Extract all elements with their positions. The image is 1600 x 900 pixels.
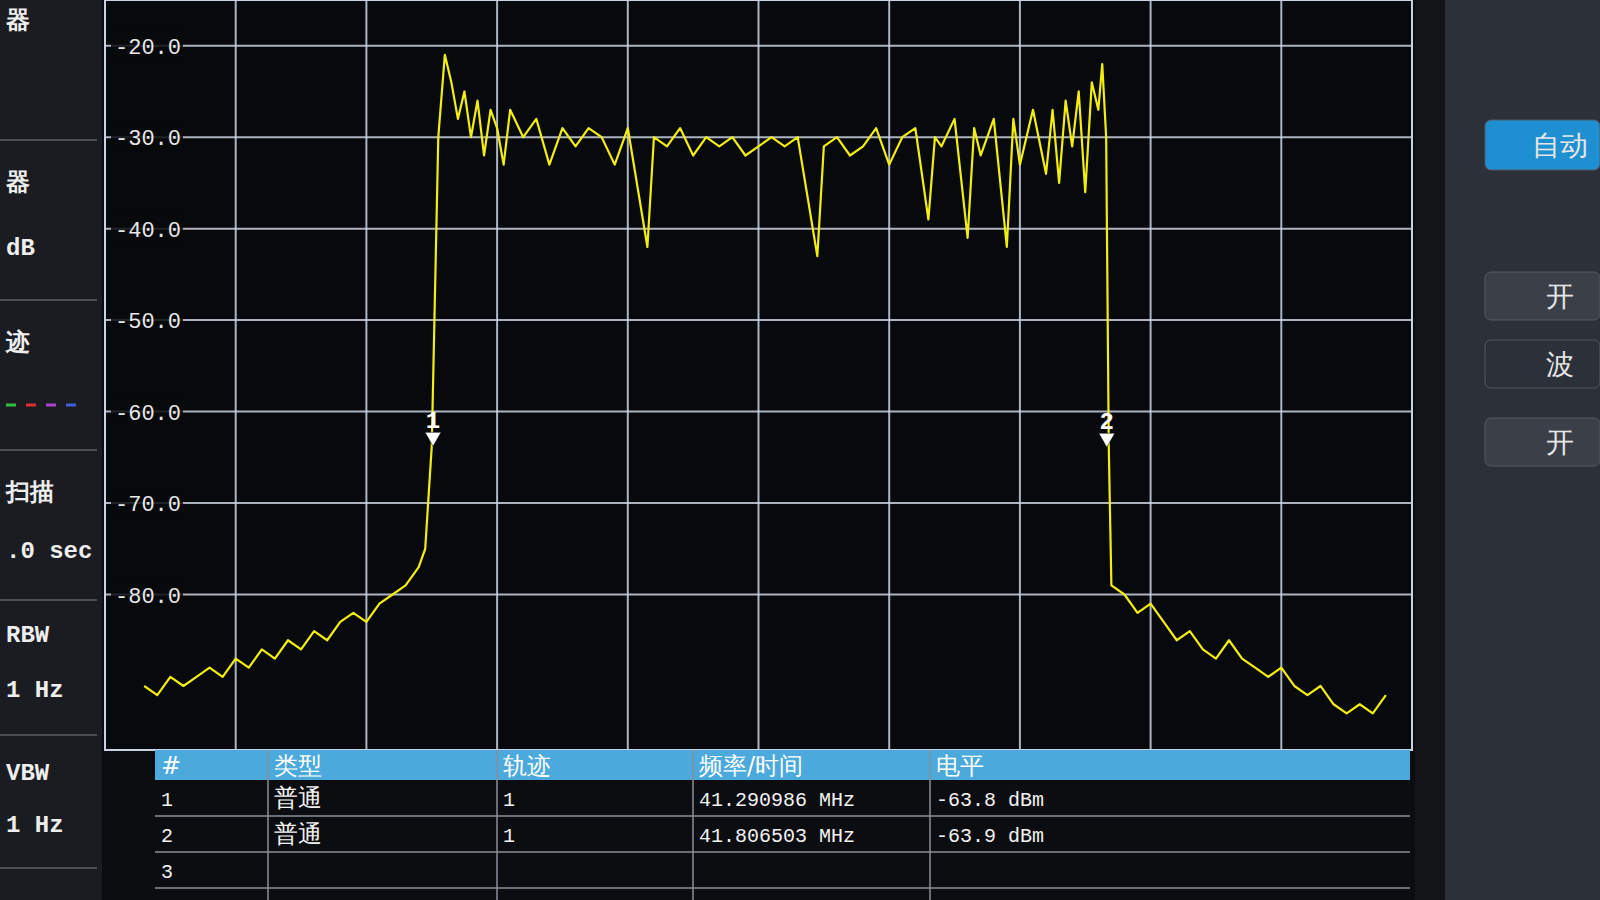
data [144, 55, 1386, 714]
y-tick-label: -80.0 [115, 585, 181, 610]
table-cell: 1 [503, 825, 515, 848]
right-panel-bg [1445, 0, 1600, 900]
table-cell: 41.290986 MHz [699, 789, 855, 812]
table-cell: 41.806503 MHz [699, 825, 855, 848]
separator [0, 449, 97, 451]
row-line [155, 887, 1410, 889]
col-line [692, 750, 694, 900]
y-tick-label: -50.0 [115, 310, 181, 335]
table-cell: 3 [161, 861, 173, 884]
button [1485, 272, 1600, 320]
right-panel: 自动开波开 [1415, 0, 1600, 900]
labels: 1 2 -20.0 -30.0 -40.0 -50.0 -60.0 -70.0 -80.0 [111, 32, 1114, 610]
table-cell: 1 [161, 789, 173, 812]
separator [0, 867, 97, 869]
button [1485, 120, 1600, 170]
table-header: # [161, 752, 181, 780]
grid-line [365, 0, 367, 750]
grid-line [888, 0, 890, 750]
left-panel-text: 器 [6, 168, 30, 196]
y-tick-label: -20.0 [115, 36, 181, 61]
button [1485, 418, 1600, 466]
plot-area [105, 0, 1412, 750]
left-panel-text: .0 sec [6, 538, 92, 565]
grid-line [496, 0, 498, 750]
grid-line [235, 0, 237, 750]
left-panel-text: dB [6, 235, 35, 262]
left-panel-text: RBW [6, 622, 50, 649]
marker-label: 2 [1100, 409, 1114, 436]
table-header: 轨迹 [503, 752, 551, 780]
table-cell: 普通 [274, 820, 322, 848]
grid-line [627, 0, 629, 750]
grid-line [105, 502, 1412, 504]
grid-line [105, 136, 1412, 138]
trace-swatch [66, 404, 76, 407]
table-header: 频率/时间 [699, 752, 803, 780]
grid-line [1150, 0, 1152, 750]
trace-swatch [6, 404, 16, 407]
grid [105, 0, 1412, 750]
grid-line [105, 45, 1412, 47]
grid-line [105, 228, 1412, 230]
button [1485, 340, 1600, 388]
button-text: 开 [1546, 426, 1574, 459]
screen: 12-20.0-30.0-40.0-50.0-60.0-70.0-80.0器器d… [0, 0, 1600, 900]
table-bg [155, 750, 1410, 900]
table-cell: 1 [503, 789, 515, 812]
background [0, 0, 1600, 900]
y-tick-label: -60.0 [115, 402, 181, 427]
separator [0, 734, 97, 736]
trace [144, 55, 1386, 714]
y-tick-label: -40.0 [115, 219, 181, 244]
separator [0, 599, 97, 601]
trace-swatch [46, 404, 56, 407]
grid-line [758, 0, 760, 750]
marker-table: # 类型 轨迹 频率/时间 电平 1 普通 1 41.290986 MHz -63.8 dBm 2 普… [155, 750, 1410, 900]
left-panel-text: 1 Hz [6, 812, 64, 839]
separator [0, 139, 97, 141]
grid-line [105, 411, 1412, 413]
grid-line [1019, 0, 1021, 750]
table-cell: 2 [161, 825, 173, 848]
marker-label: 1 [426, 408, 440, 435]
left-panel: 器器dB迹扫描.0 secRBW1 HzVBW1 Hz [0, 0, 102, 900]
y-tick-label: -30.0 [115, 127, 181, 152]
grid-line [105, 594, 1412, 596]
plot-frame [105, 0, 1412, 750]
bezel [1415, 0, 1445, 900]
row-line [155, 851, 1410, 853]
trace-swatch [26, 404, 36, 407]
left-panel-text: 扫描 [5, 478, 54, 506]
table-header-bg [155, 750, 1410, 780]
col-line [267, 750, 269, 900]
grid-line [105, 319, 1412, 321]
left-panel-text: 器 [6, 6, 30, 34]
left-panel-text: 1 Hz [6, 677, 64, 704]
table-cell: 普通 [274, 784, 322, 812]
table-header: 电平 [936, 752, 984, 780]
button-text: 开 [1546, 280, 1574, 313]
col-line [929, 750, 931, 900]
table-header: 类型 [274, 752, 322, 780]
table-cell: -63.8 dBm [936, 789, 1044, 812]
col-line [496, 750, 498, 900]
row-line [155, 815, 1410, 817]
button-text: 自动 [1532, 129, 1588, 162]
separator [0, 299, 97, 301]
left-panel-bg [0, 0, 102, 900]
grid-line [1280, 0, 1282, 750]
y-tick-label: -70.0 [115, 493, 181, 518]
left-panel-text: VBW [6, 760, 50, 787]
table-cell: -63.9 dBm [936, 825, 1044, 848]
button-text: 波 [1546, 348, 1574, 381]
left-panel-text: 迹 [5, 328, 30, 356]
